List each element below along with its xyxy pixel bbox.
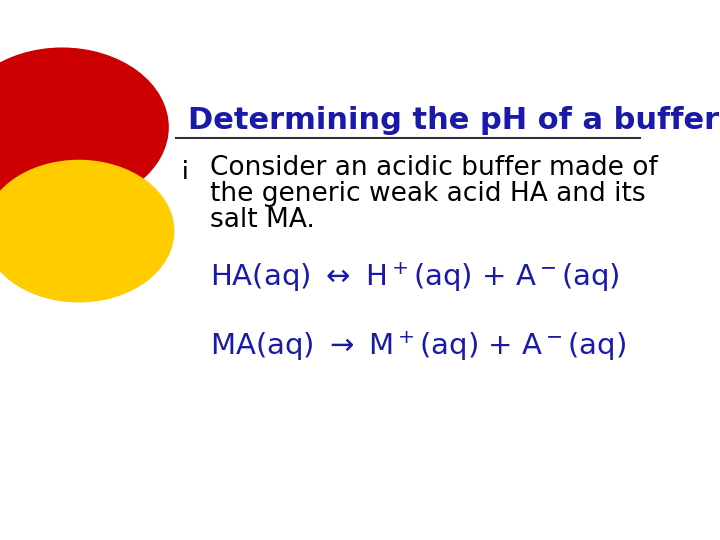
Circle shape [0, 160, 174, 302]
Text: MA(aq) $\rightarrow$ M$^+$(aq) + A$^-$(aq): MA(aq) $\rightarrow$ M$^+$(aq) + A$^-$(a… [210, 329, 626, 363]
Circle shape [0, 48, 168, 206]
Text: salt MA.: salt MA. [210, 207, 315, 233]
Text: ¡: ¡ [181, 156, 191, 181]
Text: HA(aq) $\leftrightarrow$ H$^+$(aq) + A$^-$(aq): HA(aq) $\leftrightarrow$ H$^+$(aq) + A$^… [210, 260, 620, 294]
Text: Consider an acidic buffer made of: Consider an acidic buffer made of [210, 156, 658, 181]
Text: the generic weak acid HA and its: the generic weak acid HA and its [210, 181, 646, 207]
Text: Determining the p​H of a buffer solution: Determining the p​H of a buffer solution [188, 106, 720, 136]
